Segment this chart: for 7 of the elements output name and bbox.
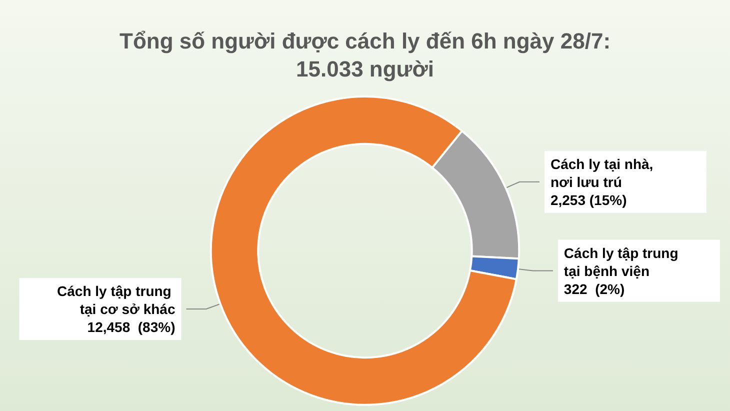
data-label: 2,253 (15%) <box>550 192 627 208</box>
slice-label: Cách ly tập trung tại bệnh viện <box>564 244 682 279</box>
slice-label: Cách ly tại nhà, nơi lưu trú <box>550 156 658 190</box>
chart-title: Tổng số người được cách ly đến 6h ngày 28/7: 15.033 người <box>119 28 611 82</box>
data-label: 12,458 (83%) <box>87 319 176 336</box>
slice-label: Cách ly tập trung tại cơ sở khác <box>57 283 176 318</box>
data-label: 322 (2%) <box>564 280 625 297</box>
